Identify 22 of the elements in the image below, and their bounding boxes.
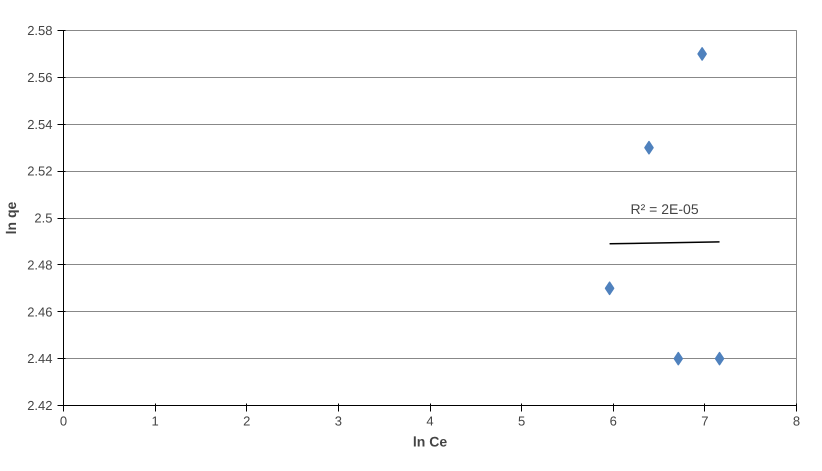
x-tick-label: 6 (610, 414, 617, 428)
x-tick-label: 3 (334, 414, 342, 428)
x-tick-label: 7 (701, 414, 708, 428)
x-tick-label: 5 (518, 414, 526, 428)
y-tick-label: 2.48 (27, 257, 53, 272)
x-tick-label: 1 (152, 414, 159, 428)
point (673, 352, 684, 366)
y-tick-label: 2.5 (34, 210, 53, 226)
x-tick-label: 2 (243, 414, 250, 428)
y-tick-label: 2.54 (27, 116, 53, 132)
y-tick-label: 2.56 (27, 70, 53, 85)
y-tick-label: 2.52 (27, 164, 53, 179)
y-tick-label: 2.44 (27, 351, 53, 366)
y-tick-label: 2.46 (27, 304, 53, 320)
y-tick-label: 2.58 (27, 23, 53, 38)
x-tick-label: 4 (426, 414, 434, 428)
annotation: R² = 2E-05 (630, 200, 699, 217)
y-tick-label: 2.42 (27, 398, 53, 413)
y-axis-title: ln qe (3, 201, 20, 234)
x-axis-title: ln Ce (412, 434, 448, 450)
x-tick-label: 8 (792, 414, 800, 428)
x-tick-label: 0 (60, 414, 68, 428)
